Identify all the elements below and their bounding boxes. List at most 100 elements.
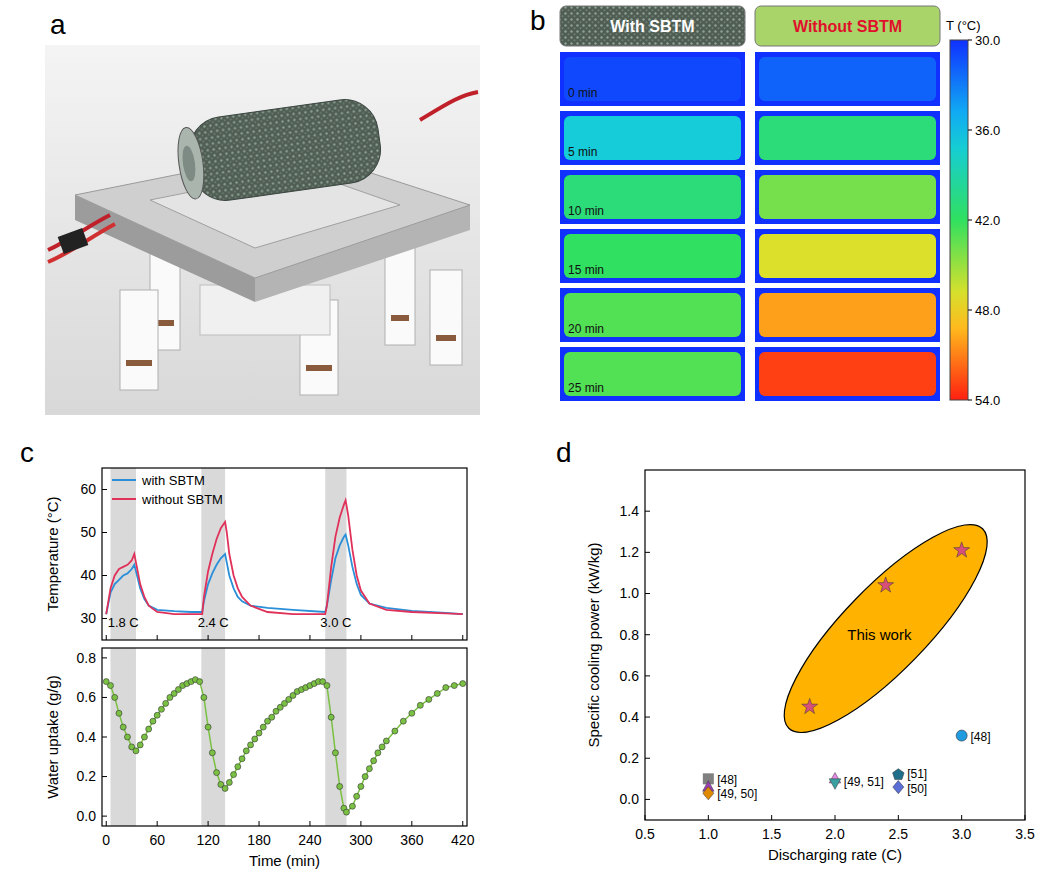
tick	[411, 635, 412, 640]
marker	[337, 783, 343, 789]
marker	[243, 748, 249, 754]
tick	[961, 815, 962, 820]
annotation: This work	[847, 626, 912, 643]
tick	[645, 634, 650, 635]
marker	[371, 758, 377, 764]
marker	[400, 718, 406, 724]
marker	[214, 770, 220, 776]
annotation: [49, 51]	[844, 775, 884, 789]
row-label: 10 min	[568, 204, 604, 218]
marker	[893, 769, 905, 780]
row-label: 20 min	[568, 322, 604, 336]
tick-label: 3.0	[952, 826, 972, 842]
marker	[343, 809, 349, 815]
tick	[968, 400, 972, 401]
marker	[133, 748, 139, 754]
cell	[759, 57, 936, 101]
marker	[443, 685, 449, 691]
axis-title: Water uptake (g/g)	[44, 675, 61, 799]
tick-label: 48.0	[975, 303, 1000, 318]
marker	[417, 702, 423, 708]
data-area	[103, 648, 466, 826]
marker	[358, 783, 364, 789]
legend-label: with SBTM	[141, 473, 205, 488]
tick-label: 1.2	[620, 544, 640, 560]
row-label: 25 min	[568, 381, 604, 395]
marker	[956, 730, 967, 741]
marker	[349, 803, 355, 809]
marker	[107, 683, 113, 689]
data-area	[106, 468, 463, 640]
marker	[158, 706, 164, 712]
tick	[968, 220, 972, 221]
photo-bg	[45, 45, 480, 415]
tick	[835, 815, 836, 820]
panel-letter: c	[20, 437, 34, 468]
shaded-band	[325, 648, 346, 826]
axis-title: Specific cooling power (kW/kg)	[585, 542, 602, 747]
marker	[802, 698, 818, 713]
colorbar	[950, 40, 968, 400]
column-label: With SBTM	[610, 18, 694, 35]
marker	[209, 750, 215, 756]
tick-label: 40	[80, 567, 96, 583]
cell-cap	[174, 126, 208, 201]
marker	[434, 690, 440, 696]
cell-bg	[755, 52, 940, 106]
annotation: [50]	[907, 782, 927, 796]
tick	[309, 635, 310, 640]
cell-bg	[560, 111, 745, 165]
tick-label: 0	[102, 832, 110, 848]
marker	[878, 577, 894, 592]
tick	[157, 821, 158, 826]
marker	[379, 744, 385, 750]
axes: 30405060	[80, 481, 462, 640]
legend-label: without SBTM	[141, 492, 223, 507]
plot: 30405060Temperature (°C)1.8 C2.4 C3.0 Cw…	[44, 468, 467, 640]
cell	[759, 352, 936, 396]
tick-label: 2.5	[889, 826, 909, 842]
marker	[248, 742, 254, 748]
tick	[462, 821, 463, 826]
marker	[256, 730, 262, 736]
marker	[231, 772, 237, 778]
colorbar-label: T (°C)	[946, 18, 981, 33]
stand-clip	[306, 365, 332, 371]
plot: 0601201802403003604200.00.20.40.60.8Time…	[44, 648, 475, 869]
marker	[324, 683, 330, 689]
panel-letter: a	[50, 9, 66, 40]
annotation: 2.4 C	[198, 615, 229, 630]
tick	[645, 675, 650, 676]
axis-title: Discharging rate (C)	[768, 846, 902, 863]
tick	[157, 635, 158, 640]
tick-label: 0.6	[620, 668, 640, 684]
tick	[411, 821, 412, 826]
line	[106, 680, 463, 813]
marker	[235, 764, 241, 770]
frame	[102, 468, 467, 640]
tick	[645, 799, 650, 800]
tick-label: 36.0	[975, 123, 1000, 138]
tick-label: 0.6	[77, 689, 97, 705]
tick	[645, 758, 650, 759]
tick-label: 60	[80, 481, 96, 497]
tick-label: 180	[247, 832, 271, 848]
cell-bg	[560, 170, 745, 224]
annotation: [48]	[971, 730, 991, 744]
marker	[146, 726, 152, 732]
stand-clip	[126, 360, 152, 366]
marker	[197, 679, 203, 685]
tick	[462, 635, 463, 640]
marker	[154, 712, 160, 718]
marker	[269, 714, 275, 720]
marker	[252, 736, 258, 742]
shaded-band	[201, 648, 225, 826]
tick	[106, 635, 107, 640]
legend-swatch	[112, 498, 136, 500]
tick-label: 1.0	[620, 585, 640, 601]
tick	[102, 737, 107, 738]
tick	[708, 815, 709, 820]
marker	[239, 756, 245, 762]
cell-body	[185, 95, 385, 205]
row-label: 5 min	[568, 145, 597, 159]
